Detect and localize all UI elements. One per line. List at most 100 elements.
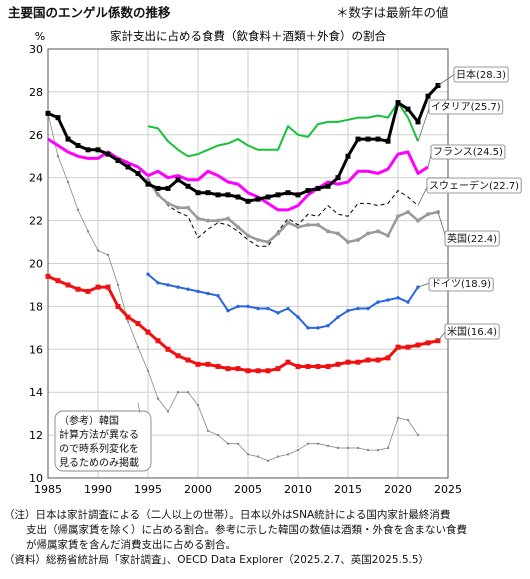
data-point xyxy=(245,198,251,204)
data-point xyxy=(225,192,231,198)
data-point xyxy=(345,359,351,365)
data-point xyxy=(276,231,280,236)
series-group xyxy=(45,82,441,463)
data-point xyxy=(406,418,410,422)
data-point xyxy=(365,136,371,142)
data-point xyxy=(425,93,431,99)
data-point xyxy=(115,303,121,309)
data-point xyxy=(186,391,190,394)
data-point xyxy=(345,153,351,159)
x-tick-label: 2020 xyxy=(384,483,412,496)
data-point xyxy=(86,230,90,233)
data-point xyxy=(326,324,330,328)
data-point xyxy=(45,273,51,279)
annotation-box xyxy=(54,410,152,472)
data-point xyxy=(286,306,290,311)
annotation-line: ので時系列変化を xyxy=(59,442,139,455)
data-point xyxy=(55,115,61,121)
series-英国-line xyxy=(146,179,439,244)
series-label-box xyxy=(430,144,506,160)
data-point xyxy=(426,212,430,217)
data-point xyxy=(206,429,210,433)
data-point xyxy=(386,233,390,238)
y-tick-label: 12 xyxy=(29,429,43,442)
data-point xyxy=(145,329,151,335)
data-point xyxy=(355,359,361,365)
data-point xyxy=(216,293,220,298)
data-point xyxy=(356,306,360,311)
series-label-box xyxy=(453,66,509,83)
data-point xyxy=(305,363,311,369)
data-point xyxy=(85,147,91,153)
data-point xyxy=(375,357,381,363)
data-point xyxy=(216,433,220,437)
footnotes: （注）日本は家計調査による（二人以上の世帯）。日本以外はSNA統計による国内家計… xyxy=(4,508,526,568)
data-point xyxy=(215,192,221,198)
data-point xyxy=(276,311,280,315)
data-point xyxy=(135,170,141,176)
data-point xyxy=(346,446,350,450)
data-point xyxy=(105,284,111,290)
data-point xyxy=(256,306,260,311)
data-point xyxy=(206,291,210,296)
leader-line xyxy=(417,282,431,288)
data-point xyxy=(396,416,400,420)
data-point xyxy=(386,446,390,450)
data-point xyxy=(316,442,320,445)
data-point xyxy=(205,361,211,367)
leader-line xyxy=(417,105,431,142)
data-point xyxy=(295,363,301,369)
y-tick-label: 18 xyxy=(29,300,43,313)
data-point xyxy=(186,287,190,291)
data-point xyxy=(415,119,421,125)
series-日本-line xyxy=(47,84,440,203)
data-point xyxy=(195,361,201,367)
data-point xyxy=(335,175,341,181)
series-米国 xyxy=(45,273,441,374)
data-point xyxy=(265,368,271,374)
header-note: ＊数字は最新年の値 xyxy=(336,5,449,20)
data-point xyxy=(156,397,160,400)
x-tick-label: 2000 xyxy=(184,483,212,496)
data-point xyxy=(56,155,60,158)
data-point xyxy=(385,138,391,144)
series-日本 xyxy=(45,82,441,204)
data-point xyxy=(366,448,370,452)
series-韓国 xyxy=(46,112,420,463)
data-point xyxy=(246,453,250,456)
data-point xyxy=(176,391,180,394)
data-point xyxy=(266,240,270,244)
data-point xyxy=(415,342,421,348)
data-point xyxy=(275,366,281,372)
data-point xyxy=(396,214,400,219)
series-labels: 日本(28.3) イタリア(25.7) フランス(24.5) スウェーデン(22.7)… xyxy=(417,66,522,341)
data-point xyxy=(206,218,210,223)
data-point xyxy=(215,363,221,369)
data-point xyxy=(195,190,201,196)
data-point xyxy=(145,181,151,187)
annotation-line: （参考）韓国 xyxy=(59,414,119,427)
y-tick-label: 10 xyxy=(29,472,43,485)
data-point xyxy=(346,240,350,244)
data-point xyxy=(176,285,180,289)
data-point xyxy=(196,289,200,294)
data-point xyxy=(226,216,230,221)
y-tick-label: 14 xyxy=(29,386,43,399)
data-point xyxy=(355,136,361,142)
engel-coefficient-chart: 10 12 14 16 18 20 22 24 26 28 30 1985 1990 1995 2000 20… xyxy=(29,29,522,496)
series-英国 xyxy=(146,177,440,244)
data-point xyxy=(45,110,51,116)
data-point xyxy=(396,296,400,300)
data-point xyxy=(305,188,311,194)
y-tick-label: 26 xyxy=(29,129,43,142)
data-point xyxy=(125,314,131,320)
data-point xyxy=(325,183,331,189)
data-point xyxy=(256,455,260,458)
data-point xyxy=(285,359,291,365)
data-point xyxy=(296,315,300,319)
leader-line xyxy=(417,184,429,206)
data-point xyxy=(146,177,150,182)
x-tick-label: 2005 xyxy=(234,483,262,496)
series-フランス xyxy=(47,137,429,212)
data-point xyxy=(315,185,321,191)
